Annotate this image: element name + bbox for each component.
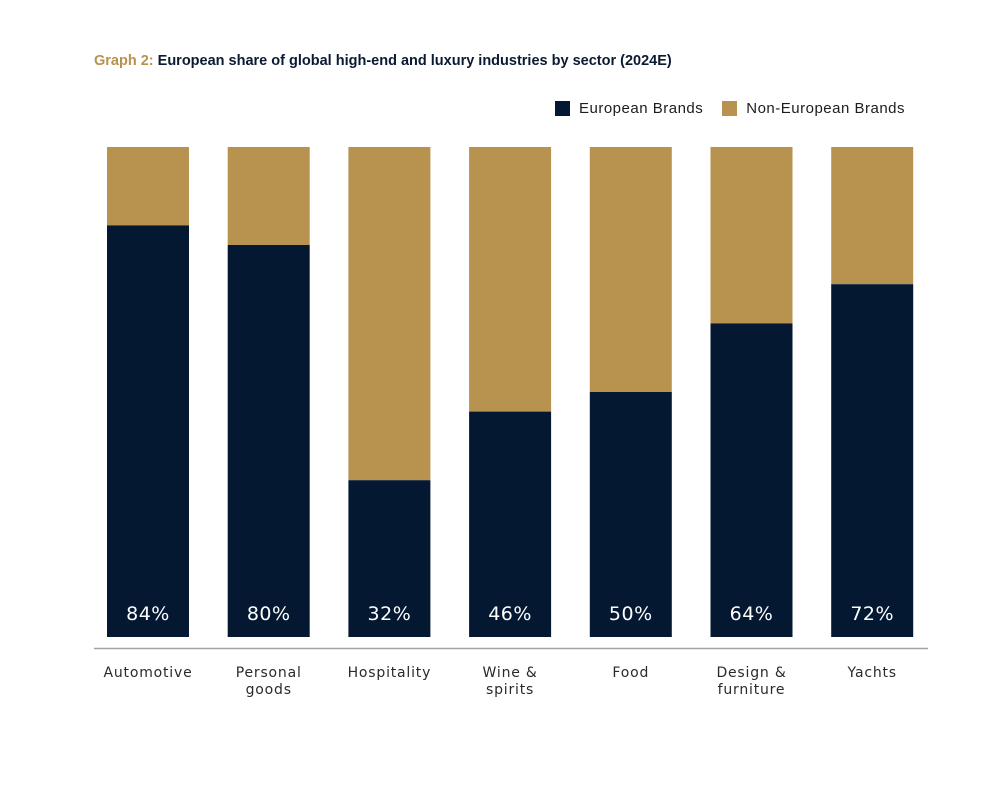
category-label-line: spirits [486,682,534,698]
bar-european-yachts [831,284,914,637]
category-label-line: Hospitality [348,665,432,681]
bar-non-european-yachts [831,147,914,285]
bar-european-personal-goods [227,245,310,637]
category-label-food: Food [612,665,649,681]
bar-european-food [589,392,672,637]
bar-non-european-food [589,147,672,392]
bar-european-design-and-furniture [710,323,793,637]
category-label-line: Wine & [483,665,538,681]
category-label-wine-and-spirits: Wine & spirits [483,665,538,698]
legend-label-non-european: Non-European Brands [746,99,906,117]
data-label-design-and-furniture: 64% [730,603,774,625]
bar-non-european-hospitality [348,147,431,481]
legend: European Brands Non-European Brands [555,98,905,118]
category-label-line: Personal [236,665,302,681]
category-label-line: Yachts [847,665,897,681]
category-label-hospitality: Hospitality [348,665,432,681]
title-text: European share of global high-end and lu… [157,53,672,69]
category-labels: Automotive Personal goods Hospitality Wine &… [104,665,897,698]
data-label-hospitality: 32% [368,603,412,625]
chart-title: Graph 2: European share of global high-e… [94,53,672,69]
category-label-yachts: Yachts [847,665,897,681]
legend-swatch-non-european [722,100,738,116]
data-label-personal-goods: 80% [247,603,291,625]
category-label-automotive: Automotive [104,665,193,681]
legend-label-european: European Brands [579,99,704,117]
category-label-design-and-furniture: Design & furniture [716,665,786,698]
category-label-line: goods [246,682,292,698]
data-label-wine-and-spirits: 46% [488,603,532,625]
bar-non-european-automotive [107,147,189,226]
bar-european-wine-and-spirits [469,411,552,637]
category-label-line: Design & [716,665,786,681]
category-label-line: Food [612,665,649,681]
legend-swatch-european [555,100,570,116]
bar-non-european-design-and-furniture [710,147,793,324]
title-prefix: Graph 2: [94,53,154,69]
bar-european-hospitality [348,480,431,637]
category-label-line: furniture [718,682,786,698]
data-label-yachts: 72% [850,603,894,625]
data-label-food: 50% [609,603,653,625]
legend-item-non-european: Non-European Brands [722,100,905,117]
bar-non-european-personal-goods [227,147,310,245]
legend-item-european: European Brands [555,100,703,117]
bars-group: 84% 80% 32% 46% 50% 64% 72% [107,147,914,637]
data-label-automotive: 84% [126,603,170,625]
bar-european-automotive [107,225,189,637]
bar-non-european-wine-and-spirits [469,147,552,412]
category-label-line: Automotive [104,665,193,681]
category-label-personal-goods: Personal goods [236,665,302,698]
